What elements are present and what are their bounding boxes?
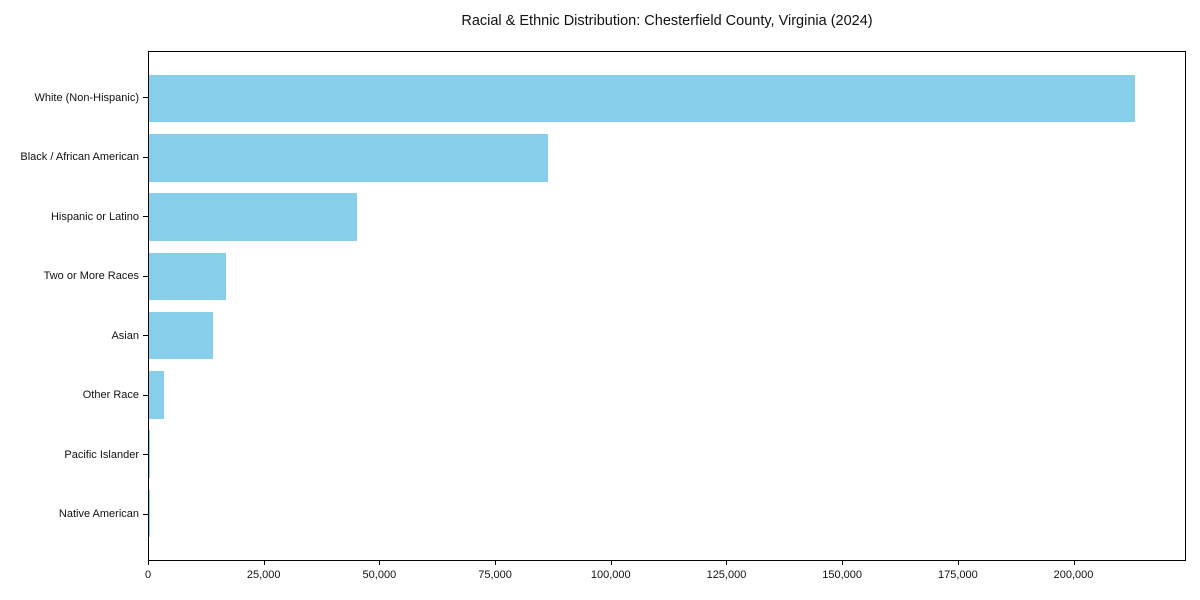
x-axis-tick-marks <box>148 561 1186 566</box>
y-axis-tick <box>143 306 148 366</box>
bar-white-non-hispanic <box>149 74 1136 123</box>
y-axis-tick-mark <box>143 394 148 396</box>
x-axis-tick-mark <box>263 561 265 565</box>
x-axis-tick-label: 125,000 <box>706 569 747 581</box>
bar-row <box>149 247 1185 306</box>
plot-area <box>148 51 1186 561</box>
y-axis-label: Black / African American <box>20 151 139 164</box>
y-axis-tick-mark <box>143 454 148 456</box>
x-axis-tick-label: 0 <box>144 569 152 581</box>
y-axis-tick <box>143 128 148 188</box>
y-axis-label: Hispanic or Latino <box>50 210 139 223</box>
x-axis-tick-label: 150,000 <box>822 569 863 581</box>
bar-row <box>149 188 1185 247</box>
y-axis-tick <box>143 485 148 545</box>
bar-hispanic-or-latino <box>149 193 357 241</box>
bar-other-race <box>149 371 164 419</box>
y-axis-label: White (Non-Hispanic) <box>34 91 139 104</box>
bar-pacific-islander <box>149 430 151 478</box>
y-axis-label: Other Race <box>82 389 139 402</box>
x-axis-tick-label: 100,000 <box>590 569 631 581</box>
y-axis-label: Native American <box>58 508 139 521</box>
y-axis-label: Asian <box>111 329 139 342</box>
y-axis-label: Two or More Races <box>43 270 139 283</box>
y-axis-tick <box>143 247 148 307</box>
x-axis-tick-mark <box>726 561 728 565</box>
y-axis-label: Pacific Islander <box>64 448 139 461</box>
bar-asian <box>149 311 213 360</box>
x-axis-tick-label: 25,000 <box>246 569 281 581</box>
x-axis-tick-labels: 0 25,000 50,000 75,000 100,000 125,000 150,000… <box>144 569 1186 585</box>
x-axis-tick-label: 200,000 <box>1053 569 1094 581</box>
chart-title: Racial & Ethnic Distribution: Chesterfie… <box>461 13 873 29</box>
y-axis-tick <box>143 187 148 247</box>
x-axis-tick-mark <box>842 561 844 565</box>
y-axis-tick <box>143 68 148 128</box>
bars-container <box>149 69 1185 543</box>
y-axis-tick-marks <box>143 68 148 544</box>
bar-row <box>149 365 1185 424</box>
y-axis-tick-mark <box>143 275 148 277</box>
y-axis-tick-mark <box>143 335 148 337</box>
bar-row <box>149 484 1185 543</box>
x-axis-tick-label: 75,000 <box>478 569 512 581</box>
x-axis-tick-mark <box>1073 561 1075 565</box>
x-axis-tick-mark <box>495 561 497 565</box>
x-axis-tick-mark <box>610 561 612 565</box>
bar-row <box>149 425 1185 484</box>
bar-two-or-more-races <box>149 252 226 301</box>
y-axis-tick-mark <box>143 156 148 158</box>
y-axis-labels: White (Non-Hispanic) Black / African Amer… <box>0 68 139 544</box>
y-axis-tick <box>143 425 148 485</box>
bar-row <box>149 306 1185 365</box>
x-axis-tick-mark <box>957 561 959 565</box>
x-axis-tick-mark <box>379 561 381 565</box>
y-axis-tick-mark <box>143 97 148 99</box>
bar-native-american <box>149 489 150 538</box>
x-axis-tick-label: 50,000 <box>362 569 397 581</box>
y-axis-tick <box>143 366 148 426</box>
y-axis-tick-mark <box>143 513 148 515</box>
x-axis-tick-label: 175,000 <box>937 569 978 581</box>
x-axis-tick-mark <box>148 561 149 565</box>
bar-black-african-american <box>149 134 549 182</box>
bar-row <box>149 69 1185 128</box>
y-axis-tick-mark <box>143 216 148 218</box>
bar-row <box>149 128 1185 187</box>
